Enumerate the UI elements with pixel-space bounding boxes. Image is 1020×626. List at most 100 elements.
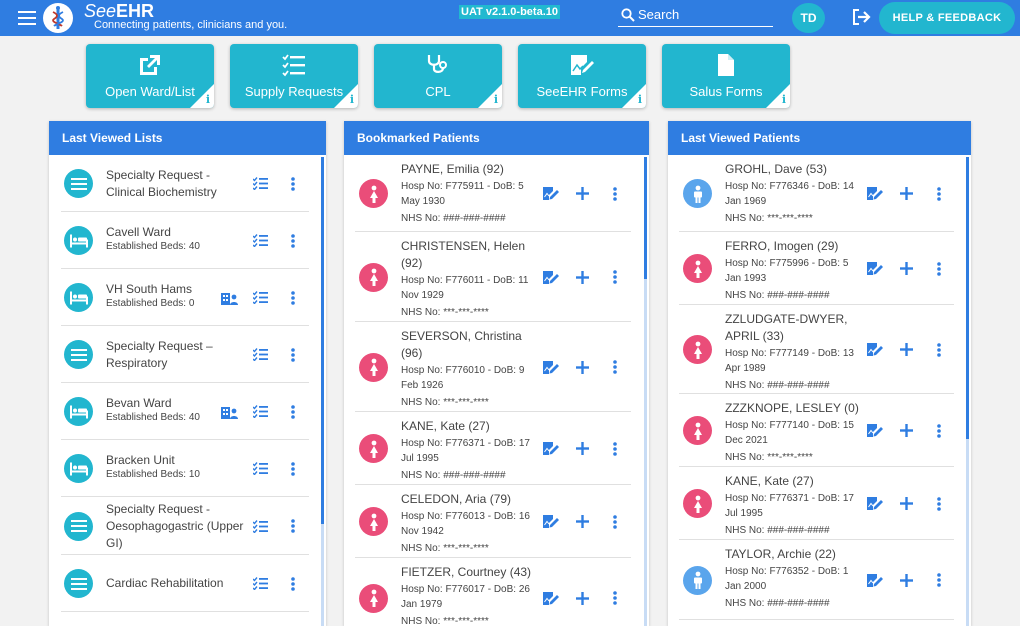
- patient-row[interactable]: CHRISTENSEN, Helen (92) Hosp No: F776011 -…: [355, 232, 631, 322]
- add-icon[interactable]: [900, 497, 913, 515]
- tile-open-ward-list[interactable]: Open Ward/List i: [86, 44, 214, 108]
- patient-row[interactable]: GROHL, Dave (53) Hosp No: F776346 - DoB: …: [679, 155, 954, 232]
- more-options-icon[interactable]: [937, 261, 941, 281]
- seeehr-logo[interactable]: [43, 3, 73, 33]
- more-options-icon[interactable]: [291, 233, 295, 253]
- list-item[interactable]: Specialty Request – Respiratory: [61, 326, 309, 383]
- scrollbar[interactable]: [644, 157, 647, 279]
- team-icon[interactable]: [221, 405, 239, 424]
- list-item[interactable]: Cavell Ward Established Beds: 40: [61, 212, 309, 269]
- scrollbar[interactable]: [966, 157, 969, 439]
- info-icon[interactable]: i: [637, 93, 642, 106]
- list-item[interactable]: Specialty Request - Oesophagogastric (Upp…: [61, 497, 309, 555]
- nhs-number: NHS No: ###-###-####: [725, 380, 830, 391]
- hospital-number: Hosp No: F776010 - DoB: 9: [401, 365, 525, 376]
- patient-row[interactable]: TAYLOR, Archie (22) Hosp No: F776352 - Do…: [679, 540, 954, 620]
- checklist-icon[interactable]: [252, 234, 268, 252]
- search-input[interactable]: Search: [618, 5, 773, 27]
- female-patient-icon: [359, 179, 388, 208]
- patient-row[interactable]: PAYNE, Emilia (92) Hosp No: F775911 - DoB…: [355, 155, 631, 232]
- edit-form-icon[interactable]: [867, 573, 883, 593]
- add-icon[interactable]: [576, 187, 589, 205]
- more-options-icon[interactable]: [613, 514, 617, 534]
- tile-salus-forms[interactable]: Salus Forms i: [662, 44, 790, 108]
- edit-form-icon[interactable]: [543, 591, 559, 611]
- edit-form-icon[interactable]: [867, 496, 883, 516]
- checklist-icon[interactable]: [252, 462, 268, 480]
- patient-name: CHRISTENSEN, Helen: [401, 239, 526, 253]
- edit-form-icon[interactable]: [543, 441, 559, 461]
- info-icon[interactable]: i: [493, 93, 498, 106]
- patient-row[interactable]: FERRO, Imogen (29) Hosp No: F775996 - DoB…: [679, 232, 954, 305]
- info-icon[interactable]: i: [349, 93, 354, 106]
- patient-row[interactable]: CELEDON, Aria (79) Hosp No: F776013 - DoB…: [355, 485, 631, 558]
- checklist-icon[interactable]: [252, 348, 268, 366]
- more-options-icon[interactable]: [291, 290, 295, 310]
- scrollbar[interactable]: [321, 157, 324, 524]
- patient-row[interactable]: KANE, Kate (27) Hosp No: F776371 - DoB: 1…: [355, 412, 631, 485]
- date-of-birth: Apr 1989: [725, 363, 766, 374]
- more-options-icon[interactable]: [613, 186, 617, 206]
- edit-form-icon[interactable]: [867, 342, 883, 362]
- more-options-icon[interactable]: [613, 360, 617, 379]
- list-item[interactable]: Bracken Unit Established Beds: 10: [61, 440, 309, 497]
- add-icon[interactable]: [900, 424, 913, 442]
- checklist-icon[interactable]: [252, 519, 268, 538]
- patient-row[interactable]: FIETZER, Courtney (43) Hosp No: F776017 -…: [355, 558, 631, 626]
- patient-row[interactable]: KANE, Kate (27) Hosp No: F776371 - DoB: 1…: [679, 467, 954, 540]
- more-options-icon[interactable]: [291, 576, 295, 596]
- menu-icon[interactable]: [18, 11, 36, 25]
- edit-form-icon[interactable]: [543, 514, 559, 534]
- checklist-icon[interactable]: [252, 291, 268, 309]
- add-icon[interactable]: [900, 187, 913, 205]
- more-options-icon[interactable]: [291, 347, 295, 367]
- user-avatar[interactable]: TD: [792, 3, 825, 33]
- more-options-icon[interactable]: [937, 186, 941, 206]
- add-icon[interactable]: [576, 591, 589, 610]
- more-options-icon[interactable]: [613, 441, 617, 461]
- edit-form-icon[interactable]: [867, 261, 883, 281]
- tile-supply-requests[interactable]: Supply Requests i: [230, 44, 358, 108]
- checklist-icon[interactable]: [252, 405, 268, 423]
- list-item[interactable]: Bevan Ward Established Beds: 40: [61, 383, 309, 440]
- list-title: Bracken Unit: [106, 452, 175, 467]
- tile-cpl[interactable]: CPL i: [374, 44, 502, 108]
- more-options-icon[interactable]: [613, 270, 617, 289]
- list-item[interactable]: Cardiac Rehabilitation: [61, 555, 309, 612]
- list-item[interactable]: VH South Hams Established Beds: 0: [61, 269, 309, 326]
- checklist-icon[interactable]: [252, 577, 268, 595]
- add-icon[interactable]: [576, 360, 589, 379]
- edit-form-icon[interactable]: [543, 360, 559, 380]
- checklist-icon[interactable]: [252, 177, 268, 195]
- edit-form-icon[interactable]: [867, 423, 883, 443]
- more-options-icon[interactable]: [291, 404, 295, 424]
- more-options-icon[interactable]: [613, 591, 617, 610]
- more-options-icon[interactable]: [291, 519, 295, 538]
- more-options-icon[interactable]: [937, 342, 941, 362]
- team-icon[interactable]: [221, 291, 239, 310]
- add-icon[interactable]: [576, 515, 589, 533]
- list-item[interactable]: Specialty Request - Clinical Biochemistry: [61, 155, 309, 212]
- hospital-number: Hosp No: F775911 - DoB: 5: [401, 181, 524, 192]
- add-icon[interactable]: [900, 262, 913, 280]
- help-feedback-button[interactable]: HELP & FEEDBACK: [879, 2, 1015, 34]
- patient-row[interactable]: ZZZKNOPE, LESLEY (0) Hosp No: F777140 - D…: [679, 394, 954, 467]
- tile-seeehr-forms[interactable]: SeeEHR Forms i: [518, 44, 646, 108]
- add-icon[interactable]: [576, 270, 589, 289]
- more-options-icon[interactable]: [291, 461, 295, 481]
- logout-icon[interactable]: [852, 9, 872, 30]
- more-options-icon[interactable]: [937, 496, 941, 516]
- edit-form-icon[interactable]: [543, 270, 559, 290]
- patient-row[interactable]: SEVERSON, Christina (96) Hosp No: F776010 …: [355, 322, 631, 412]
- add-icon[interactable]: [900, 573, 913, 592]
- more-options-icon[interactable]: [937, 423, 941, 443]
- add-icon[interactable]: [576, 442, 589, 460]
- edit-form-icon[interactable]: [543, 186, 559, 206]
- info-icon[interactable]: i: [781, 93, 786, 106]
- patient-row[interactable]: ZZLUDGATE-DWYER, APRIL (33) Hosp No: F7771…: [679, 305, 954, 394]
- more-options-icon[interactable]: [291, 176, 295, 196]
- more-options-icon[interactable]: [937, 573, 941, 592]
- add-icon[interactable]: [900, 343, 913, 361]
- edit-form-icon[interactable]: [867, 186, 883, 206]
- info-icon[interactable]: i: [205, 93, 210, 106]
